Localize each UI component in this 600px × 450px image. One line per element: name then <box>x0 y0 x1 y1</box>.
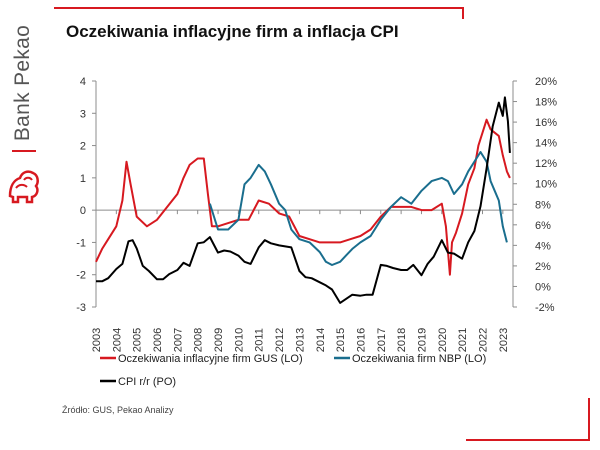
x-tick-label: 2021 <box>457 328 469 352</box>
x-tick-label: 2019 <box>416 328 428 352</box>
x-tick-label: 2011 <box>254 328 266 352</box>
y-right-tick-label: 20% <box>535 76 557 88</box>
x-tick-label: 2003 <box>91 328 103 352</box>
y-left-tick-label: -1 <box>76 237 86 249</box>
x-tick-label: 2009 <box>213 328 225 352</box>
top-accent-corner <box>462 7 464 19</box>
source-note: Źródło: GUS, Pekao Analizy <box>62 405 174 415</box>
bottom-accent-line <box>466 439 590 441</box>
x-tick-label: 2018 <box>396 328 408 352</box>
y-right-tick-label: 2% <box>535 261 551 273</box>
series-line <box>208 151 508 266</box>
y-right-tick-label: 6% <box>535 220 551 232</box>
y-left-tick-label: 1 <box>80 173 86 185</box>
x-tick-label: 2017 <box>376 328 388 352</box>
y-right-tick-label: 10% <box>535 179 557 191</box>
x-tick-label: 2005 <box>132 328 144 352</box>
x-tick-label: 2012 <box>274 328 286 352</box>
x-tick-label: 2006 <box>152 328 164 352</box>
y-right-tick-label: 12% <box>535 158 557 170</box>
x-tick-label: 2022 <box>477 328 489 352</box>
x-tick-label: 2020 <box>437 328 449 352</box>
x-tick-label: 2014 <box>315 328 327 352</box>
y-right-tick-label: 14% <box>535 138 557 150</box>
y-right-tick-label: 18% <box>535 97 557 109</box>
top-accent-line <box>54 7 464 9</box>
bottom-accent-corner <box>588 398 590 441</box>
y-right-tick-label: 8% <box>535 199 551 211</box>
legend-label: Oczekiwania inflacyjne firm GUS (LO) <box>118 353 303 365</box>
x-tick-label: 2023 <box>498 328 510 352</box>
series-line <box>96 96 511 304</box>
legend-label: CPI r/r (PO) <box>118 376 176 388</box>
pekao-bison-logo-icon <box>6 162 42 206</box>
y-left-tick-label: -2 <box>76 270 86 282</box>
y-left-tick-label: 4 <box>80 76 86 88</box>
legend-label: Oczekiwania firm NBP (LO) <box>352 353 486 365</box>
series-line <box>95 118 511 276</box>
x-tick-label: 2013 <box>294 328 306 352</box>
y-left-tick-label: 3 <box>80 108 86 120</box>
y-right-tick-label: 4% <box>535 240 551 252</box>
x-tick-label: 2010 <box>233 328 245 352</box>
y-left-tick-label: -3 <box>76 302 86 314</box>
y-right-tick-label: 16% <box>535 117 557 129</box>
x-tick-label: 2004 <box>111 328 123 352</box>
page-title: Oczekiwania inflacyjne firm a inflacja C… <box>66 22 399 41</box>
x-tick-label: 2016 <box>355 328 367 352</box>
brand-sidebar: Bank Pekao <box>0 0 46 450</box>
y-left-tick-label: 0 <box>80 205 86 217</box>
x-tick-label: 2008 <box>193 328 205 352</box>
x-tick-label: 2015 <box>335 328 347 352</box>
y-right-tick-label: -2% <box>535 302 555 314</box>
y-right-tick-label: 0% <box>535 281 551 293</box>
y-left-tick-label: 2 <box>80 141 86 153</box>
x-tick-label: 2007 <box>172 328 184 352</box>
brand-divider <box>12 150 36 152</box>
